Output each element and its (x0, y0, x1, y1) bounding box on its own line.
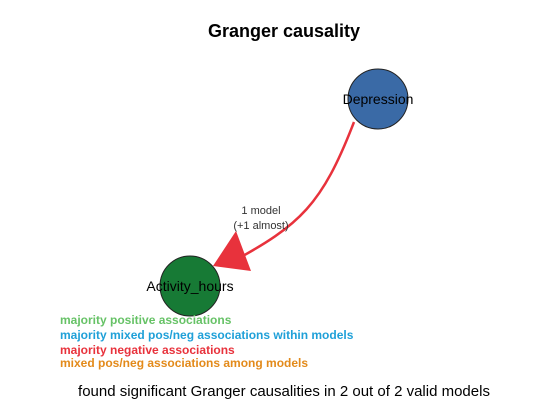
node-depression (347, 68, 409, 130)
node-depression-label: Depression (343, 91, 414, 107)
causal-edge-arrowhead (213, 231, 251, 271)
edge-label-line1: 1 model (241, 205, 280, 217)
legend-mixed-among: mixed pos/neg associations among models (60, 356, 308, 370)
footer-summary: found significant Granger causalities in… (78, 383, 490, 400)
legend-positive: majority positive associations (60, 313, 232, 327)
edge-label-line2: (+1 almost) (233, 220, 288, 232)
diagram-title: Granger causality (208, 21, 360, 41)
node-activity-hours-label: Activity_hours (146, 278, 233, 294)
legend-negative: majority negative associations (60, 343, 235, 357)
legend-mixed-within: majority mixed pos/neg associations with… (60, 328, 354, 342)
causal-edge-line (231, 121, 356, 264)
node-activity-hours (159, 255, 221, 317)
